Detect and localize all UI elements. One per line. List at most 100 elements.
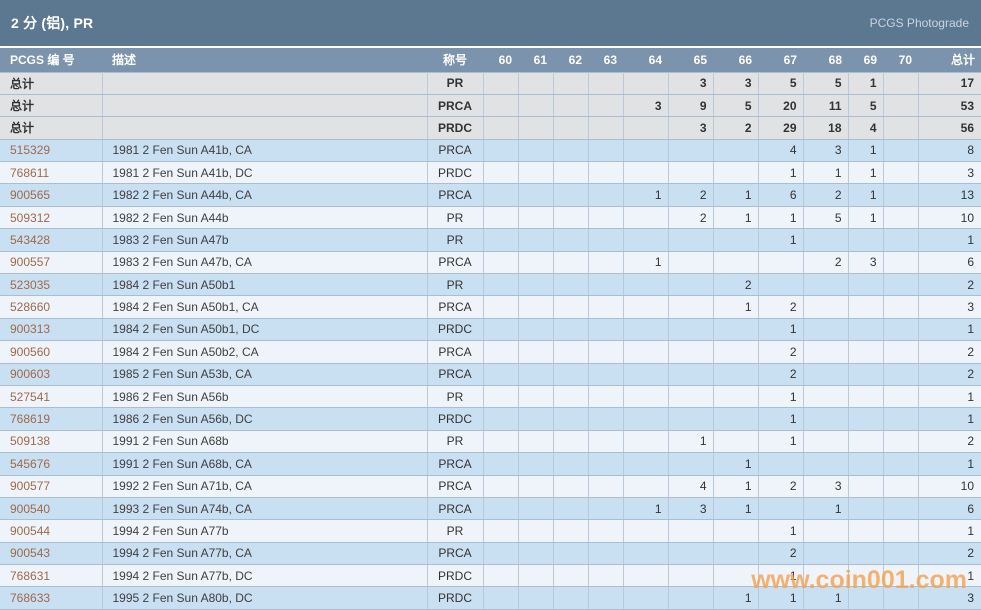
grade-cell-61	[517, 317, 554, 342]
designation-cell: PRDC	[426, 407, 484, 431]
grade-cell-63	[587, 138, 624, 163]
grade-cell-66: 1	[712, 183, 759, 207]
pcgs-number-link[interactable]: 523035	[0, 273, 103, 297]
description-cell: 1992 2 Fen Sun A71b, CA	[101, 474, 428, 498]
grade-cell-67: 2	[757, 295, 804, 319]
pcgs-number-link[interactable]: 528660	[0, 295, 103, 319]
pcgs-number-link[interactable]: 900543	[0, 541, 103, 566]
grade-cell-65: 2	[667, 205, 714, 230]
pcgs-number-link[interactable]: 768611	[0, 161, 103, 185]
total-cell: 1	[917, 384, 981, 409]
grade-cell-69	[847, 295, 884, 319]
grade-cell-62	[552, 362, 589, 386]
pcgs-number-link[interactable]: 543428	[0, 228, 103, 252]
table-row: 900313 1984 2 Fen Sun A50b1, DC PRDC 1 1	[0, 317, 981, 342]
grade-cell-67: 2	[757, 340, 804, 364]
grade-cell-65: 3	[667, 116, 714, 140]
pcgs-number-link[interactable]: 545676	[0, 452, 103, 476]
grade-cell-69: 1	[847, 205, 884, 230]
pcgs-number-link[interactable]: 900544	[0, 519, 103, 543]
grade-cell-68: 2	[802, 250, 849, 275]
grade-cell-64	[622, 564, 669, 588]
grade-cell-63	[587, 384, 624, 409]
grade-cell-69	[847, 340, 884, 364]
grade-cell-66: 1	[712, 586, 759, 610]
grade-cell-68: 2	[802, 183, 849, 207]
grade-cell-64	[622, 541, 669, 566]
grade-cell-68	[802, 317, 849, 342]
table-row: 528660 1984 2 Fen Sun A50b1, CA PRCA 1 2 3	[0, 295, 981, 319]
pcgs-number-link[interactable]: 515329	[0, 138, 103, 163]
grade-cell-68	[802, 228, 849, 252]
grade-cell-62	[552, 228, 589, 252]
table-body: 总计 PR 3 3 5 5 1 17 总计 PRCA 3 9 5 20 11 5 53 总计 PRDC 3 2 29 18 4…	[0, 71, 981, 610]
grade-cell-62	[552, 496, 589, 521]
summary-row: 总计 PR 3 3 5 5 1 17	[0, 71, 981, 95]
grade-cell-61	[517, 250, 554, 275]
pcgs-number-link[interactable]: 900603	[0, 362, 103, 386]
grade-cell-62	[552, 183, 589, 207]
designation-cell: PRCA	[426, 541, 484, 566]
table-row: 527541 1986 2 Fen Sun A56b PR 1 1	[0, 384, 981, 409]
grade-cell-67: 29	[757, 116, 804, 140]
pcgs-number-link[interactable]: 900540	[0, 496, 103, 521]
grade-cell-63	[587, 452, 624, 476]
designation-cell: PRCA	[426, 295, 484, 319]
grade-cell-63	[587, 295, 624, 319]
grade-cell-69	[847, 407, 884, 431]
pcgs-number-link[interactable]: 900557	[0, 250, 103, 275]
description-cell: 1981 2 Fen Sun A41b, DC	[101, 161, 428, 185]
grade-cell-64	[622, 384, 669, 409]
total-cell: 8	[917, 138, 981, 163]
pcgs-number-link[interactable]: 900577	[0, 474, 103, 498]
grade-cell-66	[712, 384, 759, 409]
grade-cell-69: 4	[847, 116, 884, 140]
table-row: 523035 1984 2 Fen Sun A50b1 PR 2 2	[0, 273, 981, 297]
grade-cell-67: 2	[757, 362, 804, 386]
grade-cell-60	[482, 71, 519, 95]
grade-cell-70	[882, 228, 919, 252]
designation-cell: PRCA	[426, 496, 484, 521]
total-cell: 1	[917, 452, 981, 476]
pcgs-photograde-label: PCGS Photograde	[869, 16, 969, 30]
grade-cell-65	[667, 452, 714, 476]
pcgs-number-link[interactable]: 527541	[0, 384, 103, 409]
pcgs-number-link[interactable]: 900560	[0, 340, 103, 364]
table-row: 768633 1995 2 Fen Sun A80b, DC PRDC 1 1 1 3	[0, 586, 981, 610]
total-cell: 1	[917, 519, 981, 543]
grade-cell-62	[552, 138, 589, 163]
pcgs-number-link[interactable]: 768619	[0, 407, 103, 431]
grade-cell-70	[882, 273, 919, 297]
description-cell: 1994 2 Fen Sun A77b, CA	[101, 541, 428, 566]
pcgs-number-link[interactable]: 900565	[0, 183, 103, 207]
total-cell: 13	[917, 183, 981, 207]
grade-cell-60	[482, 116, 519, 140]
grade-cell-62	[552, 564, 589, 588]
grade-cell-60	[482, 138, 519, 163]
pcgs-number-link[interactable]: 900313	[0, 317, 103, 342]
pcgs-number-link[interactable]: 509138	[0, 429, 103, 454]
grade-cell-70	[882, 340, 919, 364]
grade-cell-65	[667, 340, 714, 364]
grade-cell-68	[802, 541, 849, 566]
grade-cell-69	[847, 362, 884, 386]
table-row: 900577 1992 2 Fen Sun A71b, CA PRCA 4 1 2 3 10	[0, 474, 981, 498]
pcgs-number-link[interactable]: 768631	[0, 564, 103, 588]
grade-column-header-68: 68	[803, 48, 848, 72]
pcgs-number-link[interactable]: 768633	[0, 586, 103, 610]
designation-cell: PRDC	[426, 116, 484, 140]
grade-cell-63	[587, 250, 624, 275]
grade-cell-60	[482, 295, 519, 319]
description-cell: 1983 2 Fen Sun A47b	[101, 228, 428, 252]
grade-cell-68	[802, 519, 849, 543]
grade-cell-70	[882, 362, 919, 386]
grade-cell-65	[667, 317, 714, 342]
grade-cell-63	[587, 116, 624, 140]
grade-cell-65	[667, 519, 714, 543]
grade-cell-68: 3	[802, 474, 849, 498]
grade-cell-65	[667, 273, 714, 297]
grade-cell-61	[517, 71, 554, 95]
grade-cell-62	[552, 340, 589, 364]
pcgs-number-link[interactable]: 509312	[0, 205, 103, 230]
